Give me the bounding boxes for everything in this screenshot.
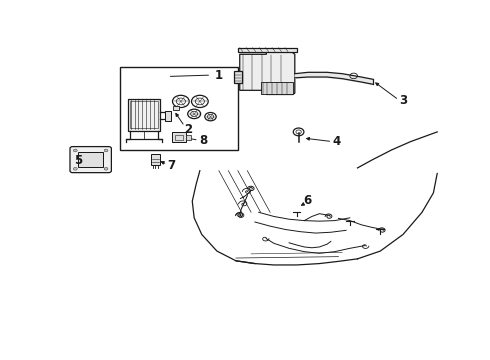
Circle shape: [74, 167, 77, 170]
Text: 8: 8: [199, 134, 208, 147]
Bar: [234, 71, 243, 84]
Bar: [186, 135, 191, 140]
Circle shape: [104, 149, 108, 152]
Bar: [173, 106, 179, 110]
Bar: [78, 152, 103, 167]
Polygon shape: [240, 50, 295, 94]
Bar: [130, 101, 158, 128]
Text: 1: 1: [215, 68, 223, 82]
Bar: [151, 153, 160, 165]
Text: 4: 4: [332, 135, 341, 148]
Text: 6: 6: [303, 194, 312, 207]
Text: 5: 5: [74, 154, 82, 167]
Circle shape: [74, 149, 77, 152]
Bar: [165, 111, 172, 121]
Circle shape: [104, 167, 108, 170]
Text: 7: 7: [167, 159, 175, 172]
Bar: [172, 132, 186, 143]
Bar: [238, 48, 297, 51]
Bar: [175, 135, 183, 140]
Text: 3: 3: [399, 94, 407, 107]
Bar: [120, 67, 238, 150]
FancyBboxPatch shape: [70, 147, 111, 173]
Bar: [261, 82, 293, 94]
Text: 2: 2: [184, 123, 193, 136]
Bar: [128, 99, 160, 131]
